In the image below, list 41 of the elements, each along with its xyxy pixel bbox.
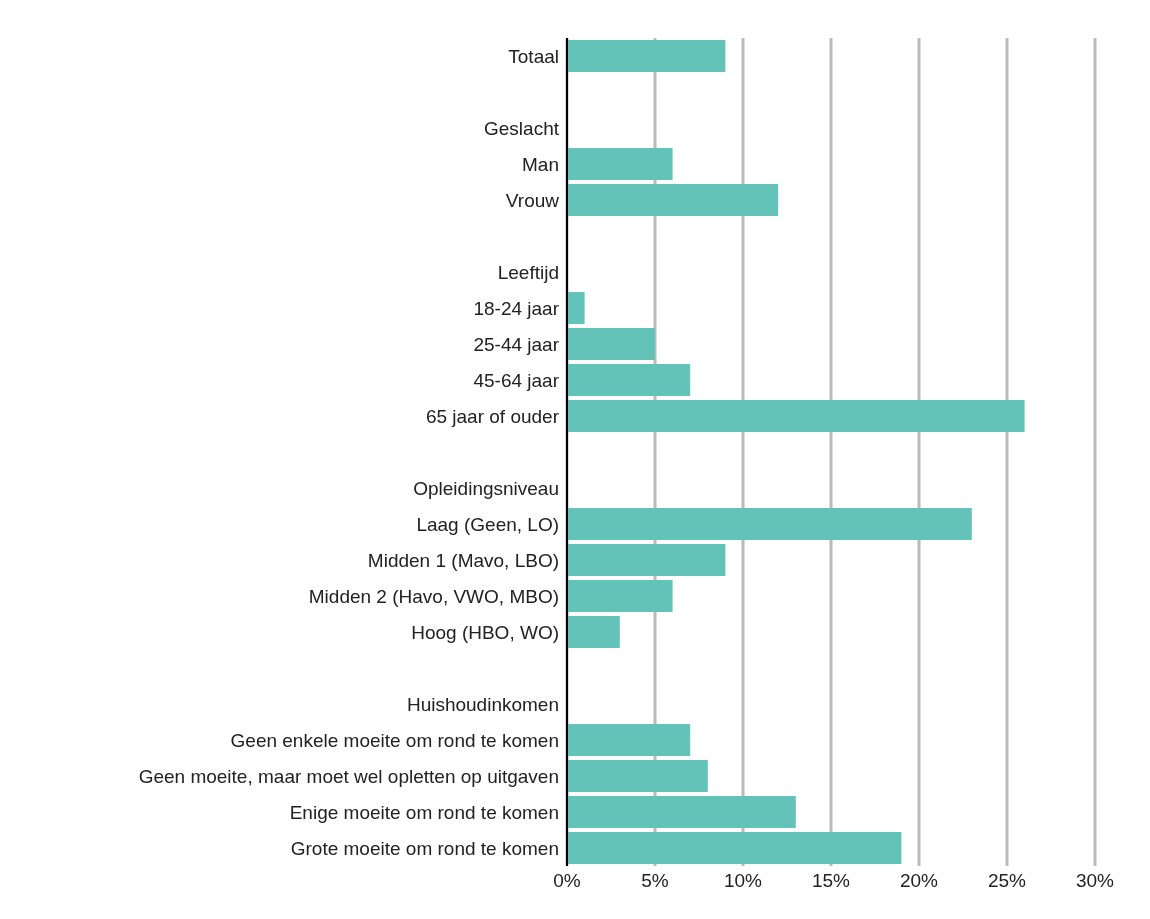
y-tick-label: Midden 2 (Havo, VWO, MBO)	[308, 585, 559, 607]
y-tick-label: 25-44 jaar	[473, 333, 560, 355]
y-tick-label: Midden 1 (Mavo, LBO)	[367, 549, 559, 571]
bar	[567, 544, 726, 576]
x-tick-label: 30%	[1075, 870, 1115, 892]
x-tick-label: 20%	[899, 870, 939, 892]
y-tick-label: Geen moeite, maar moet wel opletten op uitgaven	[138, 765, 559, 787]
bar	[567, 796, 796, 828]
y-tick-label: 45-64 jaar	[473, 369, 560, 391]
x-tick-label: 0%	[553, 870, 581, 892]
bar	[567, 724, 691, 756]
y-tick-label: Vrouw	[505, 189, 560, 211]
y-tick-label: Man	[522, 153, 559, 175]
x-tick-label: 10%	[723, 870, 763, 892]
bar	[567, 616, 620, 648]
bar	[567, 184, 779, 216]
y-tick-label: Hoog (HBO, WO)	[411, 621, 559, 643]
bar	[567, 364, 691, 396]
bar	[567, 328, 655, 360]
bar	[567, 832, 902, 864]
y-tick-label: Leeftijd	[497, 261, 559, 283]
bar	[567, 148, 673, 180]
y-tick-label: 65 jaar of ouder	[425, 405, 560, 427]
bar	[567, 40, 726, 72]
y-tick-label: Opleidingsniveau	[413, 477, 559, 499]
bar	[567, 292, 585, 324]
y-tick-label: Totaal	[508, 45, 559, 67]
bar	[567, 508, 972, 540]
y-tick-label: Laag (Geen, LO)	[416, 513, 559, 535]
x-tick-label: 15%	[811, 870, 851, 892]
x-tick-label: 25%	[987, 870, 1027, 892]
y-tick-label: 18-24 jaar	[473, 297, 560, 319]
bar	[567, 760, 708, 792]
bar	[567, 400, 1025, 432]
y-tick-label: Geen enkele moeite om rond te komen	[230, 729, 559, 751]
y-tick-label: Enige moeite om rond te komen	[289, 801, 559, 823]
bar	[567, 580, 673, 612]
x-tick-label: 5%	[641, 870, 669, 892]
y-tick-label: Huishoudinkomen	[406, 693, 559, 715]
y-tick-label: Grote moeite om rond te komen	[290, 837, 559, 859]
y-tick-label: Geslacht	[484, 117, 560, 139]
